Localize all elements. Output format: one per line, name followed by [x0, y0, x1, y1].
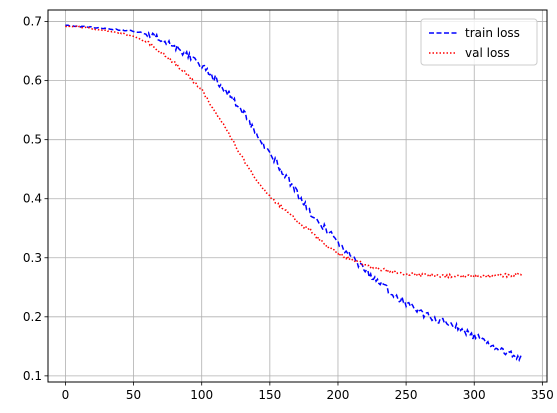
y-tick-label: 0.6 [23, 74, 42, 88]
y-tick-label: 0.7 [23, 15, 42, 29]
x-tick-label: 300 [463, 388, 486, 402]
x-axis-ticks: 0 50 100 150 200 250 300 350 [62, 382, 554, 402]
x-tick-label: 0 [62, 388, 70, 402]
y-tick-label: 0.4 [23, 192, 42, 206]
legend: train loss val loss [420, 18, 538, 66]
x-tick-label: 250 [395, 388, 418, 402]
grid [48, 10, 547, 382]
plot-frame [47, 9, 548, 383]
y-tick-label: 0.1 [23, 369, 42, 383]
y-axis-ticks: 0.1 0.2 0.3 0.4 0.5 0.6 0.7 [23, 15, 48, 383]
y-tick-label: 0.5 [23, 133, 42, 147]
x-tick-label: 200 [327, 388, 350, 402]
legend-label: train loss [465, 26, 520, 40]
x-tick-label: 50 [126, 388, 141, 402]
legend-label: val loss [465, 46, 510, 60]
series-layer [65, 24, 523, 363]
x-tick-label: 150 [258, 388, 281, 402]
x-tick-label: 350 [531, 388, 554, 402]
y-tick-label: 0.2 [23, 310, 42, 324]
y-tick-label: 0.3 [23, 251, 42, 265]
x-tick-label: 100 [190, 388, 213, 402]
series-line-train-loss [65, 24, 523, 363]
